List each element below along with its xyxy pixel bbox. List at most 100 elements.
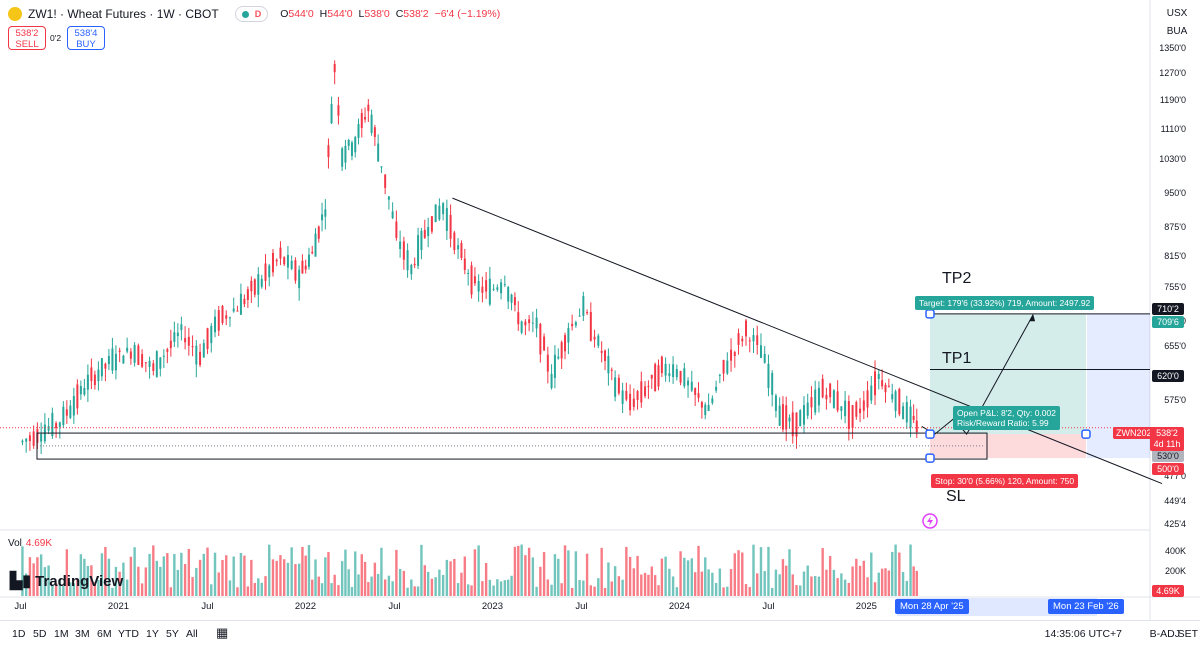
volume-bar	[72, 583, 76, 596]
candle-body	[560, 342, 563, 359]
candle-body	[855, 402, 858, 417]
candle-body	[607, 356, 610, 374]
price-tick: 477'0	[1164, 471, 1186, 482]
volume-bar	[643, 572, 647, 596]
volume-bar	[217, 572, 220, 596]
price-label-530: 530'0	[1152, 450, 1184, 462]
candle-body	[114, 353, 117, 371]
candle-body	[524, 321, 527, 326]
candle-body	[387, 196, 390, 200]
volume-bar	[610, 581, 613, 596]
time-tick: 2024	[668, 601, 690, 612]
candle-body	[294, 260, 297, 281]
settlement-toggle[interactable]: SET	[1177, 628, 1198, 640]
volume-bar	[380, 547, 383, 596]
volume-bar	[337, 585, 340, 596]
calendar-icon[interactable]: ▦	[216, 625, 229, 640]
candle-body	[513, 297, 516, 306]
buy-button[interactable]: 538'4 BUY	[67, 26, 105, 50]
price-tick: 1350'0	[1159, 43, 1186, 54]
symbol-title[interactable]: ZW1! · Wheat Futures · 1W · CBOT	[28, 7, 219, 21]
volume-bar	[880, 568, 884, 596]
volume-bar	[191, 577, 194, 596]
volume-bar	[166, 553, 169, 596]
tf-6m[interactable]: 6M	[97, 628, 112, 640]
unit-selector[interactable]: BUA	[1166, 26, 1188, 37]
volume-bar	[810, 576, 813, 596]
volume-bar	[632, 568, 636, 596]
volume-bar	[866, 577, 869, 596]
candle-body	[104, 363, 107, 369]
price-candles	[21, 60, 918, 455]
tf-1m[interactable]: 1M	[54, 628, 69, 640]
tf-3m[interactable]: 3M	[75, 628, 90, 640]
candle-body	[438, 205, 441, 220]
tf-5y[interactable]: 5Y	[166, 628, 179, 640]
candle-body	[840, 406, 843, 411]
candle-body	[821, 378, 824, 398]
tf-ytd[interactable]: YTD	[118, 628, 139, 640]
sell-button[interactable]: 538'2 SELL	[8, 26, 46, 50]
candle-body	[137, 345, 140, 366]
candle-body	[243, 298, 246, 305]
volume-bar	[770, 587, 774, 596]
candle-body	[65, 409, 68, 416]
candle-body	[420, 230, 423, 251]
candle-body	[210, 325, 213, 344]
candle-body	[881, 380, 884, 387]
clock[interactable]: 14:35:06 UTC+7	[1044, 628, 1122, 640]
candle-body	[771, 372, 774, 395]
tf-1y[interactable]: 1Y	[146, 628, 159, 640]
volume-bar	[752, 544, 755, 596]
tf-5d[interactable]: 5D	[33, 628, 47, 640]
candle-body	[887, 385, 890, 387]
candle-body	[324, 209, 327, 217]
price-tick: 425'4	[1164, 518, 1186, 529]
ohlc-values: O544'0 H544'0 L538'0 C538'2 −6'4 (−1.19%…	[280, 8, 501, 20]
candle-body	[711, 398, 714, 403]
candle-body	[337, 105, 340, 116]
volume-bar	[297, 563, 301, 596]
adjustment-toggle[interactable]: B-ADJ	[1149, 628, 1180, 640]
candle-body	[354, 137, 357, 153]
volume-bar	[560, 583, 563, 596]
volume-bar	[503, 580, 507, 596]
candle-body	[726, 360, 729, 374]
volume-bar	[453, 558, 456, 596]
candle-body	[802, 405, 805, 425]
candle-body	[597, 335, 600, 346]
candle-body	[333, 64, 336, 73]
volume-tick: 400K	[1164, 546, 1186, 556]
candle-body	[915, 420, 918, 433]
candle-body	[83, 387, 86, 395]
volume-bar	[79, 554, 83, 596]
currency-selector[interactable]: USX	[1166, 8, 1188, 19]
volume-bar	[279, 555, 282, 596]
candle-body	[184, 338, 187, 343]
chart-header: ZW1! · Wheat Futures · 1W · CBOT D O544'…	[8, 5, 503, 23]
volume-bar	[370, 576, 373, 596]
candle-body	[159, 357, 162, 369]
volume-bar	[441, 574, 445, 596]
tf-all[interactable]: All	[186, 628, 198, 640]
candle-body	[152, 363, 155, 371]
volume-bar	[915, 570, 918, 596]
volume-bar	[477, 545, 480, 596]
price-label-500: 500'0	[1152, 463, 1184, 475]
candle-body	[600, 351, 603, 353]
volume-bar	[836, 578, 839, 596]
candle-body	[621, 390, 624, 404]
volume-bar	[176, 569, 180, 596]
tradingview-logo[interactable]: ▙▮ TradingView	[10, 572, 124, 591]
volume-bar	[488, 579, 492, 596]
volume-bar	[524, 555, 527, 596]
volume-bar	[260, 582, 263, 596]
volume-bar	[367, 582, 370, 596]
candle-body	[166, 349, 169, 352]
volume-bar	[246, 586, 250, 596]
tf-1d[interactable]: 1D	[12, 628, 26, 640]
market-status-pill[interactable]: D	[234, 6, 269, 22]
volume-bar	[578, 580, 581, 596]
volume-bar	[340, 561, 344, 596]
